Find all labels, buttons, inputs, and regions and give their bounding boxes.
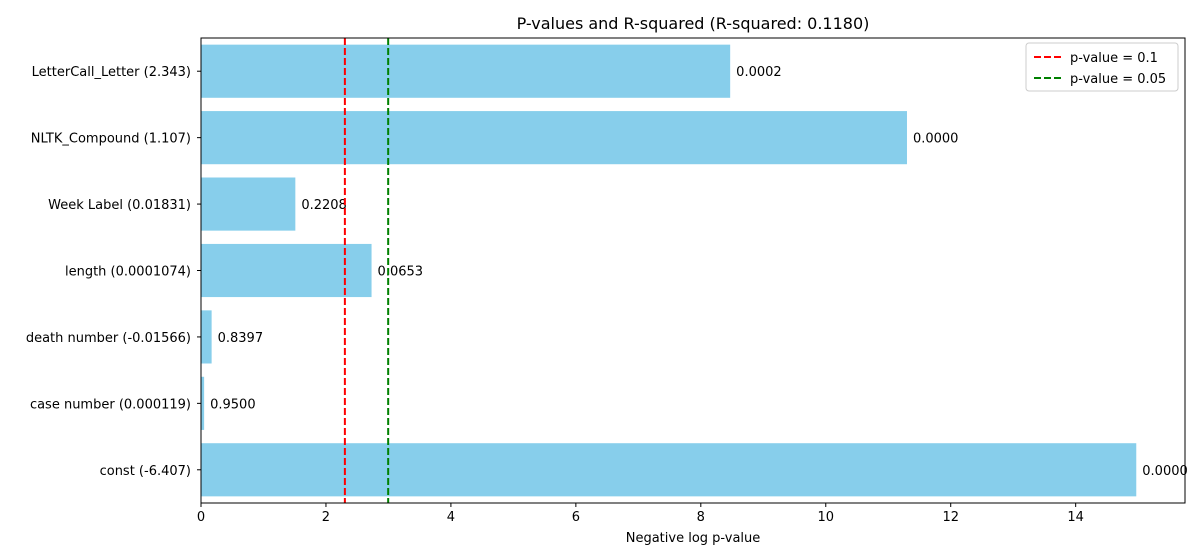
plot-frame: [200, 37, 1186, 504]
x-tick-label: 0: [197, 510, 205, 525]
data-label: 0.0000: [913, 132, 959, 147]
chart-title: P-values and R-squared (R-squared: 0.118…: [517, 14, 870, 33]
bar: [201, 310, 212, 364]
y-tick-label: death number (-0.01566): [26, 331, 191, 346]
data-labels-group: 0.0002 0.0000 0.2208 0.0653 0.8397 0.9500 0.00…: [210, 65, 1188, 479]
data-label: 0.0000: [1142, 464, 1188, 479]
bar: [201, 376, 205, 430]
y-tick-label: case number (0.000119): [30, 397, 191, 412]
y-tick-label: NLTK_Compound (1.107): [31, 132, 191, 147]
x-tick-label: 4: [447, 510, 455, 525]
y-tick-label: LetterCall_Letter (2.343): [32, 65, 191, 80]
x-axis-label: Negative log p-value: [626, 531, 761, 546]
reference-lines-group: [343, 38, 390, 503]
bar: [201, 243, 372, 298]
y-tick-label: Week Label (0.01831): [48, 198, 191, 213]
x-tick-label: 14: [1067, 510, 1084, 525]
x-tick-label: 12: [942, 510, 959, 525]
data-label: 0.0002: [736, 65, 782, 80]
data-label: 0.9500: [210, 397, 256, 412]
x-tick-label: 2: [322, 510, 330, 525]
legend-entry: p-value = 0.05: [1070, 72, 1166, 87]
data-label: 0.8397: [218, 331, 264, 346]
axes-group: LetterCall_Letter (2.343) NLTK_Compound (…: [26, 37, 1186, 525]
y-tick-label: const (-6.407): [100, 464, 191, 479]
data-label: 0.0653: [378, 265, 424, 280]
y-tick-label: length (0.0001074): [65, 265, 191, 280]
bar: [201, 443, 1137, 497]
legend: p-value = 0.1 p-value = 0.05: [1025, 42, 1179, 92]
bar: [201, 44, 731, 98]
bars-group: [201, 44, 1137, 497]
data-label: 0.2208: [301, 198, 347, 213]
x-tick-label: 6: [572, 510, 580, 525]
bar: [201, 111, 907, 165]
x-tick-label: 10: [817, 510, 834, 525]
legend-box: [1025, 42, 1179, 92]
legend-entry: p-value = 0.1: [1070, 51, 1158, 66]
bar: [201, 177, 296, 231]
x-tick-label: 8: [697, 510, 705, 525]
